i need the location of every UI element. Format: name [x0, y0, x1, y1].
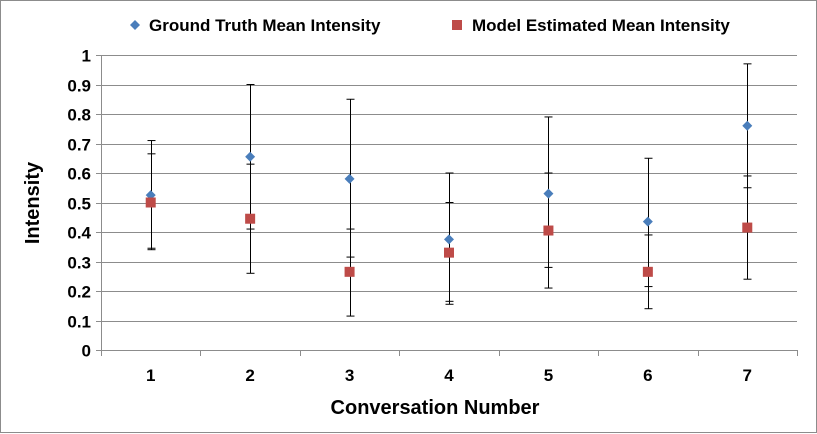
x-tick-labels: 1 2 3 4 5 6 7	[146, 366, 752, 385]
y-tick-label: 0	[82, 342, 91, 361]
square-point	[344, 266, 355, 277]
legend-item-model-estimated: Model Estimated Mean Intensity	[452, 16, 730, 35]
axes	[96, 55, 798, 356]
legend-item-ground-truth: Ground Truth Mean Intensity	[130, 16, 381, 35]
y-tick-label: 0.8	[67, 106, 91, 125]
x-axis-title: Conversation Number	[331, 397, 540, 419]
x-tick-label: 5	[544, 366, 553, 385]
square-point	[444, 247, 454, 258]
data-points	[145, 120, 753, 277]
square-point	[543, 225, 554, 236]
legend-label-ground-truth: Ground Truth Mean Intensity	[149, 16, 381, 35]
x-tick-label: 6	[643, 366, 652, 385]
y-tick-label: 0.6	[67, 165, 91, 184]
diamond-point	[245, 151, 256, 162]
diamond-point	[444, 234, 454, 245]
y-tick-label: 0.3	[67, 254, 91, 273]
square-marker-icon	[452, 20, 462, 30]
x-tick-label: 2	[245, 366, 254, 385]
square-point	[145, 197, 156, 208]
y-tick-labels: 0 0.1 0.2 0.3 0.4 0.5 0.6 0.7 0.8 0.9 1	[67, 47, 91, 361]
y-tick-label: 1	[82, 47, 91, 66]
diamond-marker-icon	[130, 20, 140, 30]
error-bars	[147, 63, 752, 317]
diamond-point	[344, 173, 355, 184]
x-tick-label: 1	[146, 366, 155, 385]
x-tick-label: 4	[444, 366, 454, 385]
x-tick-label: 3	[345, 366, 354, 385]
square-point	[245, 213, 256, 224]
diamond-point	[642, 216, 653, 227]
diamond-point	[742, 120, 753, 131]
y-tick-label: 0.1	[67, 313, 91, 332]
diamond-point	[543, 188, 554, 199]
y-axis-title: Intensity	[22, 161, 44, 244]
y-tick-label: 0.5	[67, 195, 91, 214]
legend-label-model-estimated: Model Estimated Mean Intensity	[472, 16, 730, 35]
y-tick-label: 0.4	[67, 224, 91, 243]
square-point	[642, 266, 653, 277]
y-tick-label: 0.7	[67, 136, 91, 155]
y-tick-label: 0.9	[67, 77, 91, 96]
legend: Ground Truth Mean Intensity Model Estima…	[130, 16, 730, 35]
y-tick-label: 0.2	[67, 283, 91, 302]
square-point	[742, 222, 753, 233]
x-tick-label: 7	[743, 366, 752, 385]
